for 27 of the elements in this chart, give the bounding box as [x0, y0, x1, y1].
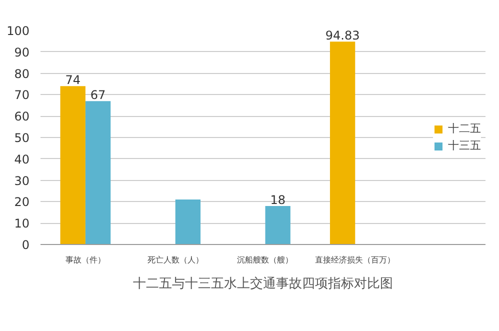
x-tick-label: 沉船艘数（艘）: [237, 256, 294, 264]
x-tick-label: 事故（件）: [65, 256, 106, 264]
bar: [330, 42, 356, 244]
y-tick-label: 10: [14, 216, 30, 231]
x-tick-label: 直接经济损失（百万）: [315, 256, 396, 264]
y-tick-label: 80: [14, 66, 30, 81]
y-tick-label: 20: [14, 195, 30, 210]
bar: [265, 206, 290, 244]
data-label: 94.83: [325, 28, 360, 43]
bar: [60, 86, 86, 244]
y-tick-label: 60: [14, 110, 30, 124]
data-label: 67: [90, 88, 106, 102]
bar: [85, 101, 111, 244]
x-tick-label: 死亡人数（人）: [147, 256, 204, 264]
y-tick-label: 0: [22, 238, 30, 252]
y-tick-label: 30: [14, 174, 30, 188]
y-tick-label: 90: [14, 45, 30, 60]
y-tick-label: 70: [14, 88, 30, 102]
legend-label: 十二五: [448, 121, 481, 136]
y-tick-label: 100: [6, 24, 30, 38]
legend-label: 十三五: [448, 138, 481, 153]
bar: [175, 200, 201, 244]
y-tick-label: 40: [14, 152, 30, 166]
y-tick-label: 50: [14, 131, 30, 145]
text: 十二五与十三五水上交通事故四项指标对比图: [133, 276, 393, 292]
data-label: 18: [270, 192, 286, 207]
data-label: 74: [65, 73, 81, 88]
